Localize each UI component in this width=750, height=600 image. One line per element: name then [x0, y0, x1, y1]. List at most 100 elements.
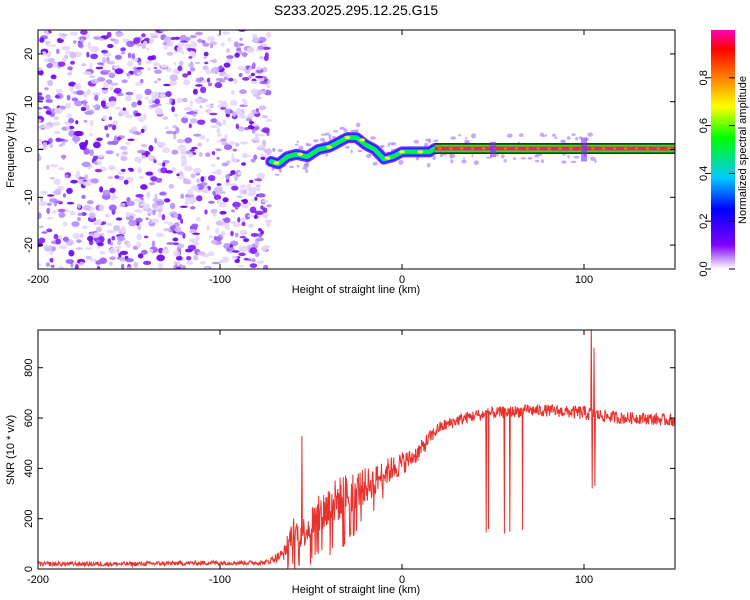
noise-blob: [135, 217, 143, 223]
noise-blob: [38, 139, 43, 143]
snr-ytick-label: 200: [23, 510, 35, 528]
noise-blob: [200, 98, 208, 103]
ridge-speckle: [325, 153, 328, 157]
noise-blob: [113, 38, 120, 45]
noise-blob: [46, 107, 52, 111]
noise-blob: [192, 232, 201, 235]
noise-blob: [212, 190, 216, 196]
noise-blob: [154, 98, 160, 105]
noise-blob: [46, 164, 50, 170]
noise-blob: [266, 221, 271, 227]
noise-blob: [210, 44, 214, 49]
ridge-speckle: [575, 137, 579, 141]
noise-blob: [74, 83, 80, 89]
noise-blob: [225, 58, 233, 64]
ridge-speckle: [313, 139, 319, 143]
noise-blob: [242, 205, 249, 209]
noise-blob: [183, 79, 191, 86]
noise-blob: [230, 220, 238, 225]
noise-blob: [153, 80, 158, 84]
noise-blob: [73, 130, 83, 137]
noise-blob: [92, 92, 101, 96]
noise-blob: [262, 139, 267, 147]
noise-blob: [114, 175, 120, 179]
noise-blob: [145, 171, 154, 176]
ridge-speckle: [350, 129, 356, 133]
noise-blob: [247, 223, 254, 229]
noise-blob: [204, 209, 208, 215]
noise-blob: [45, 262, 51, 268]
spectrogram-xtick-label: 0: [399, 274, 405, 286]
noise-blob: [62, 154, 66, 160]
noise-blob: [258, 133, 265, 137]
noise-blob: [66, 113, 73, 119]
noise-blob: [220, 42, 225, 47]
noise-blob: [119, 202, 126, 208]
noise-blob: [93, 232, 99, 239]
noise-blob: [195, 234, 200, 241]
noise-blob: [69, 86, 74, 92]
noise-blob: [125, 141, 131, 146]
noise-blob: [218, 122, 222, 127]
noise-blob: [175, 126, 180, 134]
noise-blob: [261, 245, 268, 252]
noise-blob: [163, 45, 168, 50]
noise-blob: [259, 81, 268, 85]
noise-blob: [218, 201, 227, 208]
noise-blob: [228, 77, 234, 82]
snr-xtick-label: 100: [575, 574, 593, 586]
noise-blob: [126, 200, 135, 207]
noise-blob: [238, 73, 243, 78]
noise-blob: [49, 257, 54, 263]
noise-blob: [38, 201, 48, 207]
ridge-speckle: [379, 144, 385, 148]
ridge-speckle: [427, 138, 431, 144]
noise-blob: [103, 69, 111, 73]
noise-blob: [118, 176, 125, 180]
noise-blob: [163, 198, 171, 203]
noise-blob: [86, 51, 90, 58]
carrier-speck: [449, 147, 453, 150]
noise-blob: [143, 37, 150, 42]
noise-blob: [137, 167, 142, 174]
noise-blob: [74, 100, 83, 107]
noise-blob: [136, 241, 142, 248]
noise-blob: [135, 67, 144, 70]
noise-blob: [102, 115, 108, 121]
ridge-speckle: [387, 142, 390, 147]
noise-blob: [187, 244, 196, 250]
noise-blob: [254, 210, 264, 216]
noise-blob: [216, 33, 222, 37]
carrier-speck: [482, 147, 486, 150]
noise-blob: [116, 152, 120, 157]
noise-blob: [238, 114, 246, 119]
noise-blob: [194, 61, 201, 65]
noise-blob: [112, 120, 118, 126]
noise-blob: [76, 170, 80, 176]
noise-blob: [180, 154, 187, 161]
noise-blob: [99, 251, 106, 255]
noise-blob: [163, 228, 172, 232]
noise-blob: [101, 221, 107, 225]
ridge-peak: [384, 156, 391, 160]
noise-blob: [205, 152, 211, 157]
noise-blob: [241, 98, 246, 103]
colorbar-tick-label: 0.2: [698, 214, 710, 229]
noise-blob: [211, 261, 221, 265]
noise-blob: [247, 112, 256, 118]
noise-blob: [235, 142, 240, 147]
snr-xtick-label: -100: [209, 574, 231, 586]
noise-blob: [166, 51, 174, 56]
noise-blob: [95, 219, 102, 225]
noise-blob: [226, 160, 231, 164]
ridge-speckle: [554, 136, 558, 140]
noise-blob: [255, 96, 262, 100]
noise-blob: [257, 193, 266, 198]
noise-blob: [38, 69, 44, 76]
figure-title: S233.2025.295.12.25.G15: [274, 2, 438, 18]
noise-blob: [212, 59, 218, 64]
spectrogram-xtick-label: 100: [575, 274, 593, 286]
noise-blob: [42, 51, 47, 57]
noise-blob: [190, 173, 196, 179]
